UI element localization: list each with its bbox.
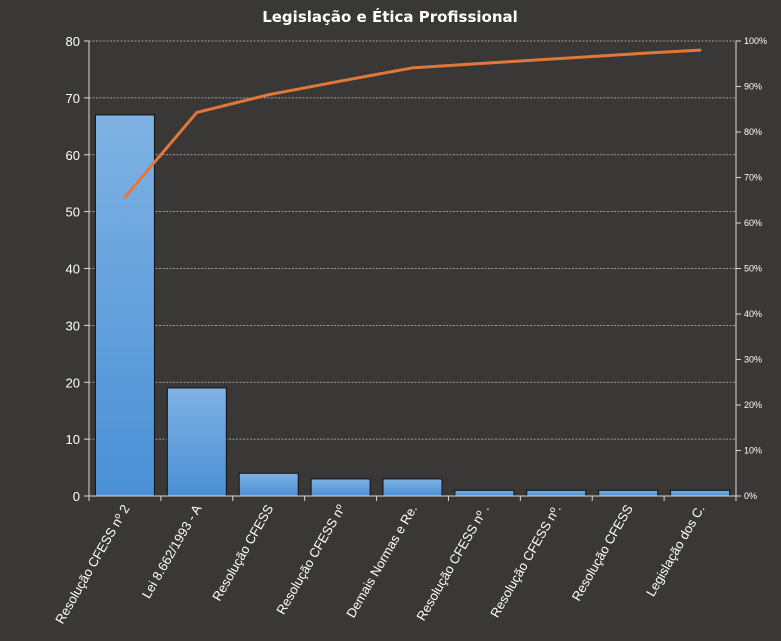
x-tick-label: Resolução CFESS nº 2 (52, 502, 132, 626)
bar (670, 489, 731, 497)
grid-lines (89, 40, 736, 440)
y2-tick-label: 40% (744, 309, 762, 319)
y-tick-label: 50 (66, 205, 80, 220)
y2-tick-label: 10% (744, 446, 762, 456)
y-tick-label: 60 (66, 148, 80, 163)
bar (310, 478, 371, 497)
bar (526, 489, 587, 497)
y2-tick-label: 30% (744, 355, 762, 365)
bar (454, 489, 515, 497)
x-tick-label: Resolução CFESS nº . (413, 502, 492, 623)
y-tick-label: 30 (66, 318, 80, 333)
y2-tick-label: 90% (744, 82, 762, 92)
cumulative-line (123, 48, 702, 199)
x-tick-label: Resolução CFESS nº. (487, 502, 564, 620)
x-tick-label: Resolução CFESS (209, 502, 276, 604)
bar (166, 387, 227, 497)
y-tick-label: 0 (73, 489, 80, 504)
secondary-y-axis-ticks: 0% 10% 20% 30% 40% 50% 60% 70% 80% 90% 100% (744, 36, 767, 501)
y-tick-label: 80 (66, 34, 80, 49)
bar (598, 489, 659, 497)
axes (84, 40, 741, 501)
y-axis-ticks: 0 10 20 30 40 50 60 70 80 (66, 34, 80, 504)
y2-tick-label: 0% (744, 491, 757, 501)
y2-tick-label: 100% (744, 36, 767, 46)
y2-tick-label: 70% (744, 173, 762, 183)
x-tick-label: Demais Normas e Re. (343, 502, 420, 620)
x-axis-ticks: Resolução CFESS nº 2 Lei 8.662/1993 - A Re… (52, 502, 708, 627)
cumulative-series-line (123, 48, 702, 199)
x-tick-label: Resolução CFESS (569, 502, 636, 604)
bar (238, 472, 299, 497)
y2-tick-label: 50% (744, 264, 762, 274)
y-tick-label: 10 (66, 432, 80, 447)
y-tick-label: 40 (66, 262, 80, 277)
bar (382, 478, 443, 497)
y-tick-label: 20 (66, 375, 80, 390)
x-tick-label: Lei 8.662/1993 - A (139, 502, 205, 601)
y-tick-label: 70 (66, 91, 80, 106)
y2-tick-label: 80% (744, 127, 762, 137)
bar (94, 114, 155, 497)
y2-tick-label: 60% (744, 218, 762, 228)
y2-tick-label: 20% (744, 400, 762, 410)
x-tick-label: Resolução CFESS nº (273, 502, 348, 617)
chart-title: Legislação e Ética Profissional (262, 7, 518, 26)
x-tick-label: Legislação dos C. (643, 502, 708, 599)
